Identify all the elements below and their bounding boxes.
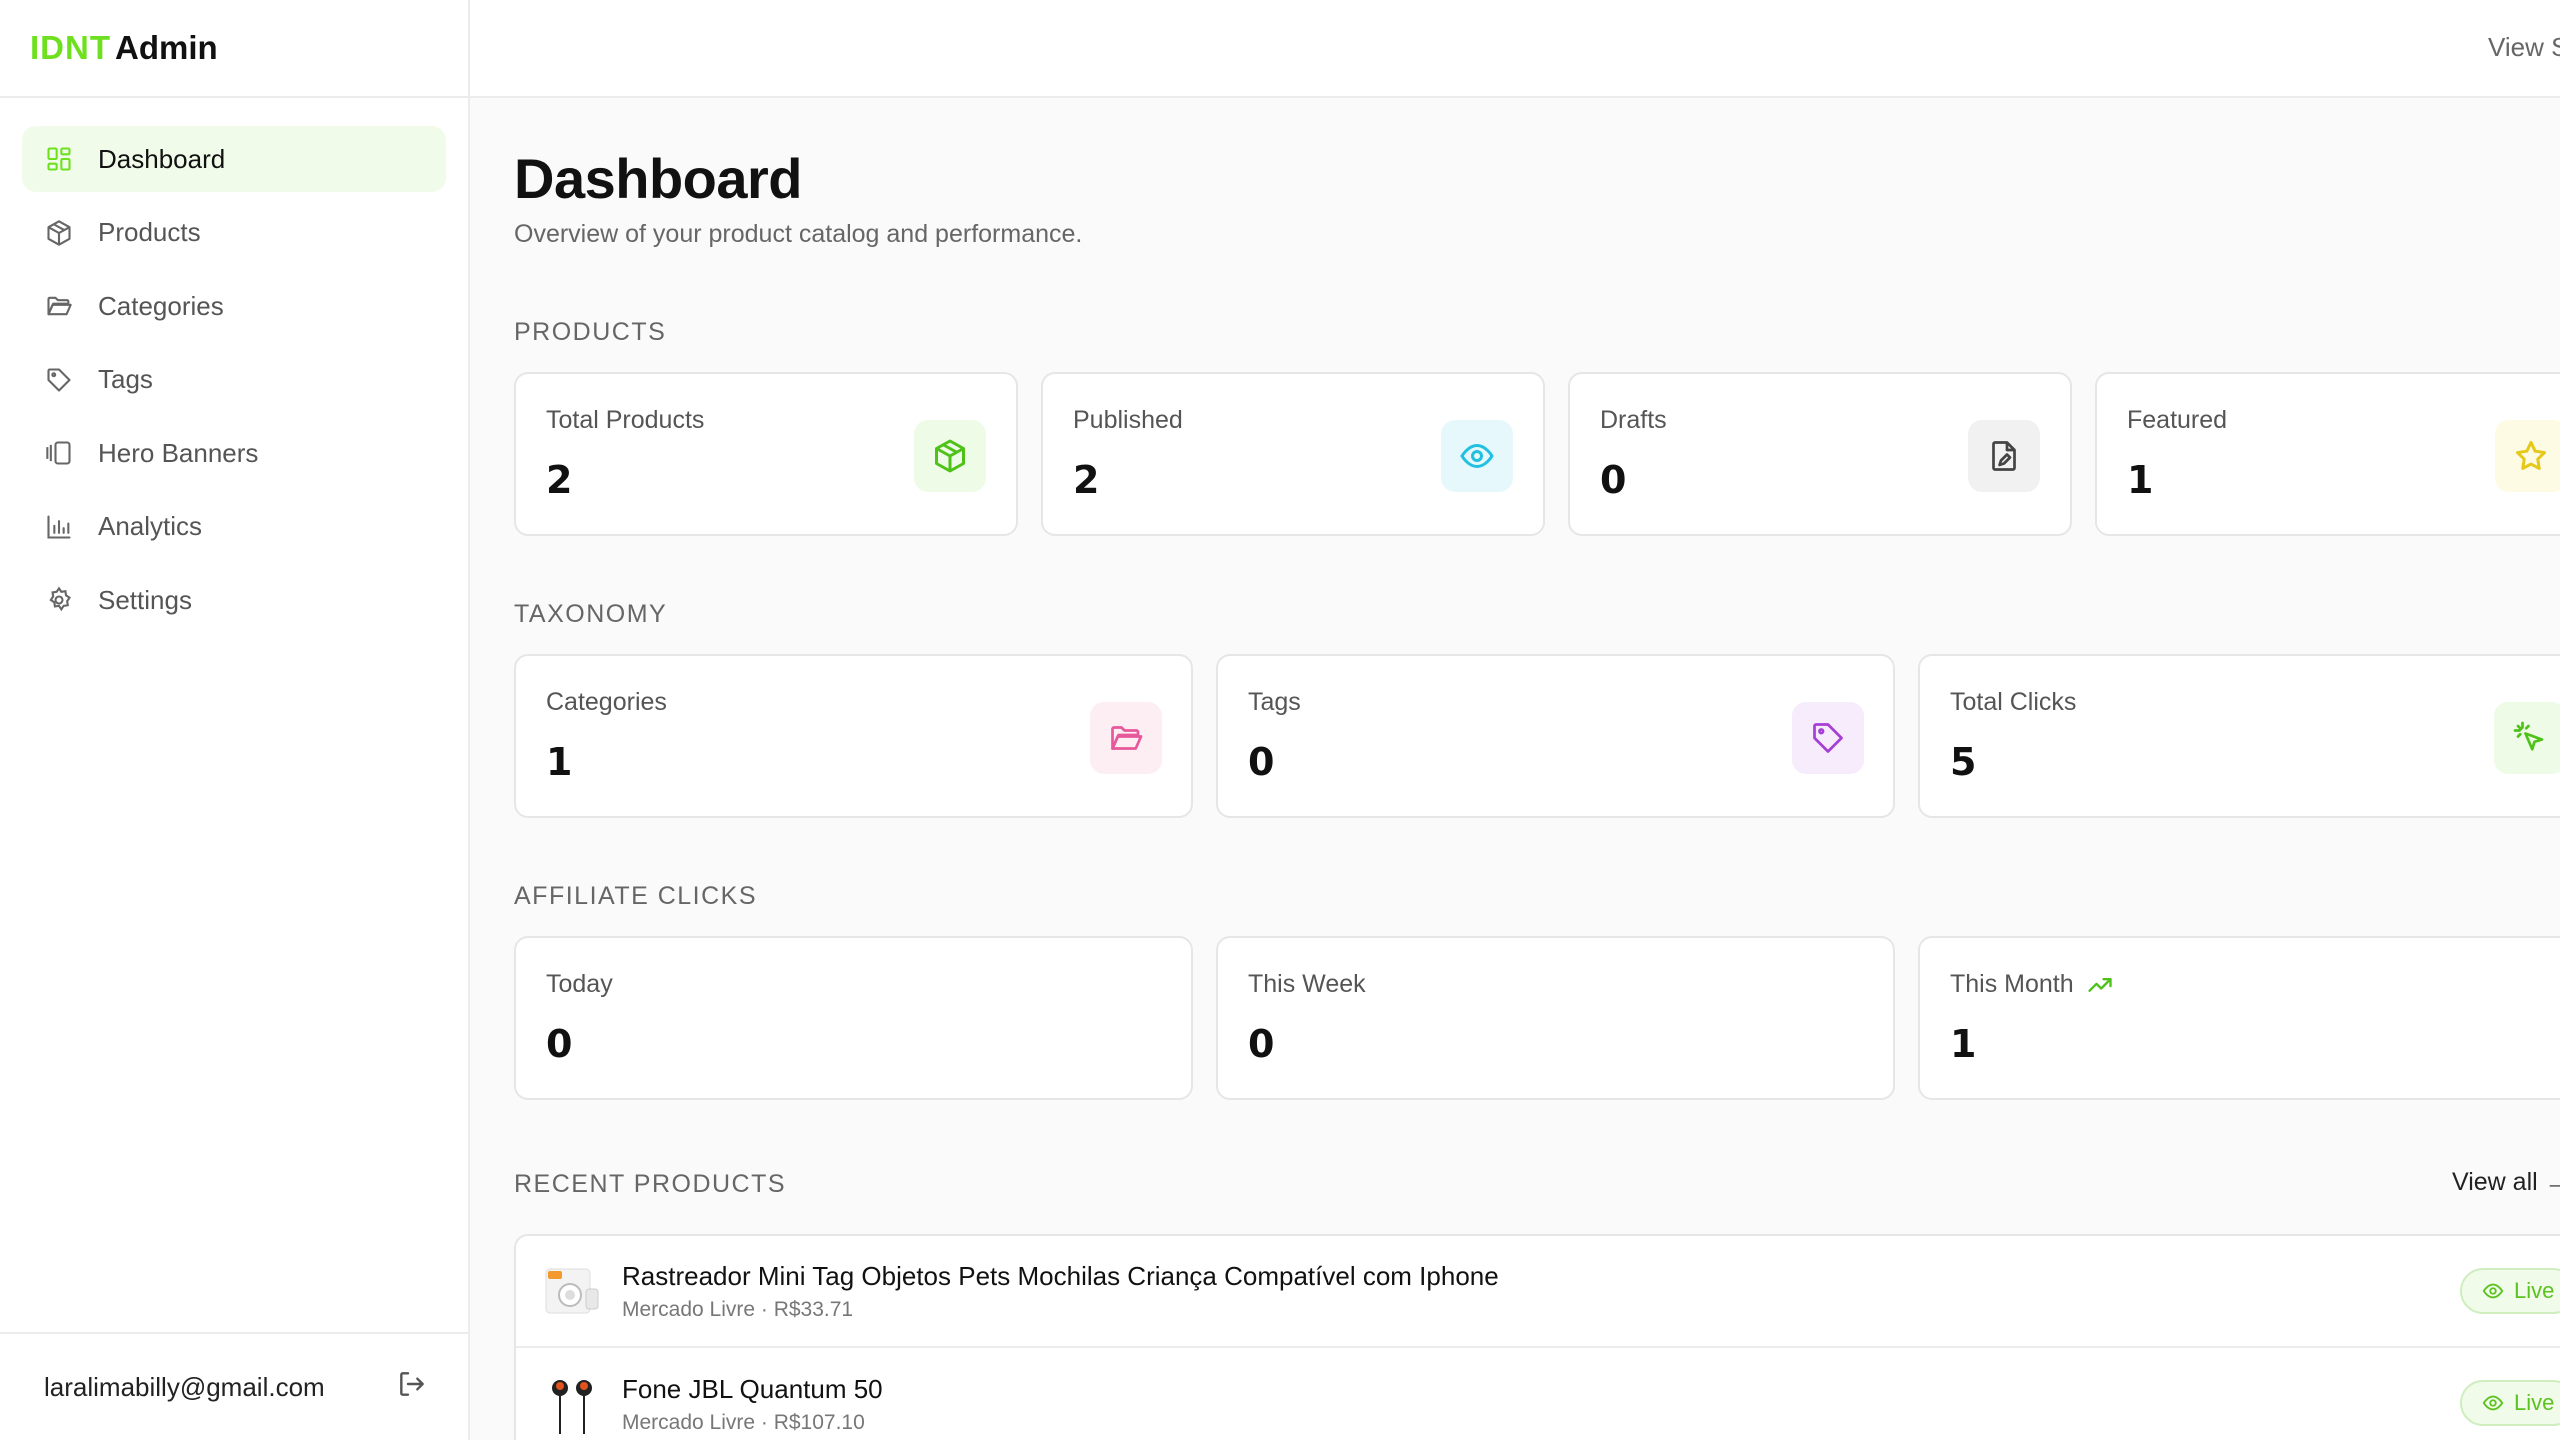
stat-value: 0 (1600, 458, 1627, 502)
package-icon (44, 218, 74, 248)
brand-part-2: Admin (115, 29, 218, 66)
sidebar-item-label: Dashboard (98, 143, 226, 174)
sidebar-item-label: Products (98, 217, 201, 247)
stat-label: Categories (546, 688, 667, 716)
sidebar-item-hero-banners[interactable]: Hero Banners (22, 420, 446, 486)
trending-up-icon (2086, 971, 2114, 999)
sidebar-item-label: Tags (98, 364, 153, 394)
product-info: Rastreador Mini Tag Objetos Pets Mochila… (622, 1261, 1499, 1322)
sidebar-item-label: Hero Banners (98, 437, 259, 468)
stat-label: Drafts (1600, 406, 1667, 434)
status-badge: Live (2460, 1268, 2560, 1314)
product-meta: Mercado Livre · R$33.71 (622, 1297, 854, 1321)
stat-value: 2 (546, 458, 573, 502)
stat-card-this-week[interactable]: This Week 0 (1216, 936, 1895, 1100)
stat-label: Today (546, 970, 613, 998)
product-title: Rastreador Mini Tag Objetos Pets Mochila… (622, 1260, 1499, 1291)
star-icon (2495, 420, 2560, 492)
list-item[interactable]: Fone JBL Quantum 50 Mercado Livre · R$10… (516, 1348, 2560, 1440)
sidebar-footer: laralimabilly@gmail.com (0, 1332, 468, 1440)
product-meta: Mercado Livre · R$107.10 (622, 1410, 865, 1434)
eye-icon (2482, 1280, 2504, 1302)
stat-value: 1 (2127, 458, 2154, 502)
sidebar-item-label: Analytics (98, 511, 203, 541)
status-badge: Live (2460, 1380, 2560, 1426)
section-label-products: PRODUCTS (514, 318, 667, 346)
brand-part-1: IDNT (30, 29, 111, 66)
stat-card-drafts[interactable]: Drafts 0 (1568, 372, 2072, 536)
gallery-icon (44, 438, 74, 468)
file-edit-icon (1968, 420, 2040, 492)
page-subtitle: Overview of your product catalog and per… (514, 220, 1083, 248)
product-thumbnail (540, 1372, 604, 1436)
stat-card-total-products[interactable]: Total Products 2 (514, 372, 1018, 536)
stat-value: 2 (1073, 458, 1100, 502)
view-site-link[interactable]: View S (2488, 32, 2560, 62)
stat-label-wrap: This Month (1950, 970, 2114, 999)
package-icon (914, 420, 986, 492)
stat-label: Total Products (546, 406, 705, 434)
section-label-taxonomy: TAXONOMY (514, 600, 668, 628)
tag-icon (1792, 702, 1864, 774)
stat-label: This Month (1950, 970, 2074, 998)
stat-card-total-clicks[interactable]: Total Clicks 5 (1918, 654, 2560, 818)
stat-value: 1 (546, 740, 573, 784)
product-info: Fone JBL Quantum 50 Mercado Livre · R$10… (622, 1374, 883, 1435)
product-title: Fone JBL Quantum 50 (622, 1373, 883, 1404)
section-label-affiliate-clicks: AFFILIATE CLICKS (514, 882, 758, 910)
eye-icon (2482, 1392, 2504, 1414)
stat-card-categories[interactable]: Categories 1 (514, 654, 1193, 818)
stat-label: This Week (1248, 970, 1366, 998)
sidebar-item-settings[interactable]: Settings (22, 567, 446, 633)
sidebar-item-label: Settings (98, 584, 192, 615)
status-label: Live (2514, 1390, 2555, 1415)
stat-value: 5 (1950, 740, 1977, 784)
product-thumbnail (540, 1259, 604, 1323)
recent-products-list: Rastreador Mini Tag Objetos Pets Mochila… (514, 1234, 2560, 1440)
tag-icon (44, 365, 74, 395)
bar-chart-icon (44, 512, 74, 542)
sidebar-nav: Dashboard Products Categories Tags Hero … (0, 98, 468, 669)
list-item[interactable]: Rastreador Mini Tag Objetos Pets Mochila… (516, 1236, 2560, 1348)
sidebar-item-products[interactable]: Products (22, 200, 446, 266)
sidebar-item-tags[interactable]: Tags (22, 347, 446, 413)
stat-label: Featured (2127, 406, 2228, 434)
stat-card-this-month[interactable]: This Month 1 (1918, 936, 2560, 1100)
view-all-label: View all (2452, 1168, 2538, 1196)
stat-card-today[interactable]: Today 0 (514, 936, 1193, 1100)
stat-value: 0 (546, 1022, 573, 1066)
sidebar-item-label: Categories (98, 290, 224, 321)
stat-value: 0 (1248, 1022, 1275, 1066)
page-title: Dashboard (514, 147, 803, 210)
stat-card-tags[interactable]: Tags 0 (1216, 654, 1895, 818)
top-bar: View S (470, 0, 2560, 98)
stat-card-featured[interactable]: Featured 1 (2095, 372, 2560, 536)
sidebar-item-categories[interactable]: Categories (22, 273, 446, 339)
click-icon (2494, 702, 2560, 774)
logout-icon[interactable] (396, 1368, 428, 1407)
stat-label: Published (1073, 406, 1183, 434)
eye-icon (1441, 420, 1513, 492)
arrow-right-icon: → (2544, 1168, 2560, 1196)
stat-card-published[interactable]: Published 2 (1041, 372, 1545, 536)
folder-open-icon (1090, 702, 1162, 774)
stat-value: 1 (1950, 1022, 1977, 1066)
sidebar-item-analytics[interactable]: Analytics (22, 494, 446, 560)
stat-label: Tags (1248, 688, 1301, 716)
view-all-link[interactable]: View all → (2452, 1168, 2560, 1197)
gear-icon (44, 585, 74, 615)
folder-icon (44, 291, 74, 321)
user-email: laralimabilly@gmail.com (44, 1371, 325, 1402)
sidebar: IDNT Admin Dashboard Products Categories (0, 0, 470, 1440)
section-label-recent-products: RECENT PRODUCTS (514, 1170, 787, 1198)
sidebar-item-dashboard[interactable]: Dashboard (22, 126, 446, 192)
stat-label: Total Clicks (1950, 688, 2077, 716)
stat-value: 0 (1248, 740, 1275, 784)
dashboard-icon (44, 144, 74, 174)
status-label: Live (2514, 1278, 2555, 1303)
brand-logo[interactable]: IDNT Admin (0, 0, 468, 98)
